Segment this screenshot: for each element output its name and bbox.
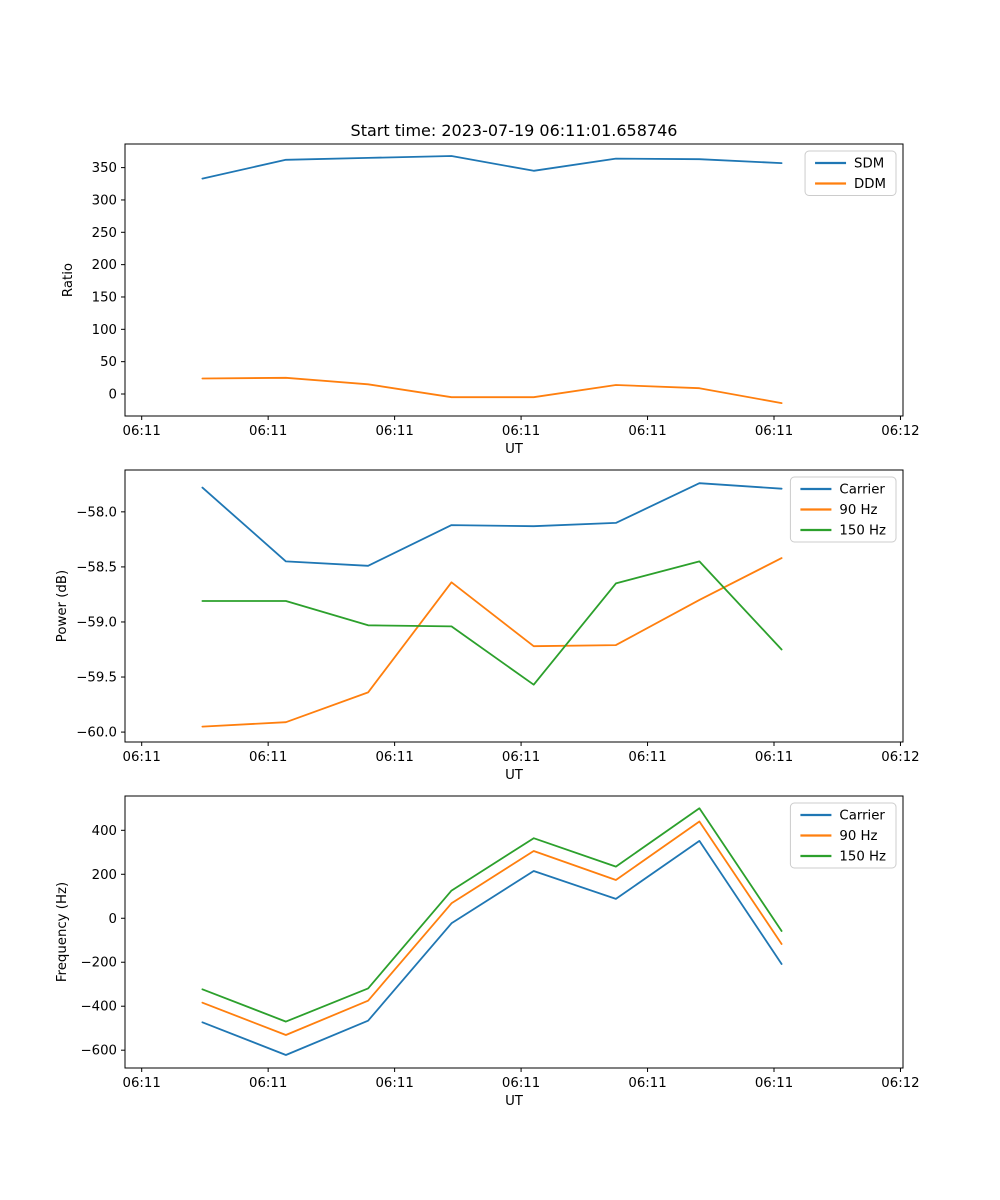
x-tick-label: 06:11 [123,1076,161,1091]
x-axis-label: UT [505,768,524,783]
y-tick-label: −400 [80,1000,117,1015]
line-150-hz [201,807,783,1023]
axes-spines [124,143,904,417]
x-tick-label: 06:11 [375,1076,413,1091]
legend: Carrier 90 Hz 150 Hz [789,802,897,869]
axes-spines [124,795,904,1069]
y-tick-label: 200 [92,868,117,883]
y-tick-label: 250 [92,226,117,241]
axes-bottom: 06:11 06:11 06:11 06:11 06:11 06:11 06:12−600−… [55,795,920,1109]
y-ticks: −60.0 −59.5 −59.0 −58.5 −58.0 [76,505,125,741]
y-tick-label: 300 [92,193,117,208]
legend-entry-label: 150 Hz [839,524,886,539]
y-tick-label: −600 [80,1044,117,1059]
y-axis-label: Ratio [61,263,76,297]
y-axis-label: Power (dB) [55,570,70,642]
legend: SDM DDM [804,150,897,196]
x-tick-label: 06:11 [502,1076,540,1091]
x-tick-label: 06:11 [123,424,161,439]
x-tick-label: 06:11 [502,750,540,765]
y-axis-label: Frequency (Hz) [55,882,70,982]
legend: Carrier 90 Hz 150 Hz [789,476,897,543]
legend-entry-label: Carrier [839,483,885,498]
x-tick-label: 06:11 [755,750,793,765]
x-tick-label: 06:11 [628,750,666,765]
x-tick-label: 06:11 [755,1076,793,1091]
x-tick-label: 06:11 [249,750,287,765]
line-ddm [201,376,783,405]
legend-entry-label: 90 Hz [839,829,877,844]
legend-box [789,802,897,869]
y-ticks: 0 50 100 150 200 250 300 350 [92,161,125,403]
line-90-hz [201,820,783,1036]
line-carrier [201,482,783,567]
x-tick-label: 06:12 [881,1076,919,1091]
x-ticks: 06:11 06:11 06:11 06:11 06:11 06:11 06:12 [123,1068,920,1091]
line-sdm [201,155,783,180]
legend-entry-label: SDM [854,157,884,172]
axes-middle: 06:11 06:11 06:11 06:11 06:11 06:11 06:12 −60.0… [55,469,920,783]
x-axis-label: UT [505,1094,524,1109]
y-tick-label: 200 [92,258,117,273]
y-tick-label: 400 [92,824,117,839]
x-tick-label: 06:11 [502,424,540,439]
x-tick-label: 06:11 [123,750,161,765]
legend-entry-label: DDM [854,177,886,192]
x-ticks: 06:11 06:11 06:11 06:11 06:11 06:11 06:12 [123,742,920,765]
legend-box [789,476,897,543]
x-tick-label: 06:11 [375,424,413,439]
y-tick-label: 0 [109,912,117,927]
y-tick-label: 150 [92,290,117,305]
x-tick-label: 06:11 [249,1076,287,1091]
y-tick-label: −59.5 [76,671,117,686]
x-axis-label: UT [505,442,524,457]
x-ticks: 06:11 06:11 06:11 06:11 06:11 06:11 06:12 [123,416,920,439]
x-tick-label: 06:11 [249,424,287,439]
y-tick-label: −58.0 [76,505,117,520]
y-ticks: −600 −400 −200 0 200 400 [80,824,125,1059]
y-tick-label: 50 [100,355,117,370]
legend-entry-label: Carrier [839,809,885,824]
chart-title: Start time: 2023-07-19 06:11:01.658746 [350,121,678,140]
y-tick-label: 350 [92,161,117,176]
y-tick-label: 0 [109,388,117,403]
legend-entry-label: 150 Hz [839,850,886,865]
axes-spines [124,469,904,743]
axes-top: 06:11 06:11 06:11 06:11 06:11 06:11 06:12 0 50 10… [61,143,920,457]
line-150-hz [201,560,783,686]
y-tick-label: −60.0 [76,726,117,741]
legend-entry-label: 90 Hz [839,503,877,518]
x-tick-label: 06:12 [881,424,919,439]
y-tick-label: −59.0 [76,615,117,630]
x-tick-label: 06:11 [628,1076,666,1091]
x-tick-label: 06:11 [755,424,793,439]
x-tick-label: 06:12 [881,750,919,765]
line-90-hz [201,557,783,728]
y-tick-label: −58.5 [76,560,117,575]
y-tick-label: 100 [92,323,117,338]
y-tick-label: −200 [80,956,117,971]
x-tick-label: 06:11 [375,750,413,765]
line-carrier [201,840,783,1056]
x-tick-label: 06:11 [628,424,666,439]
